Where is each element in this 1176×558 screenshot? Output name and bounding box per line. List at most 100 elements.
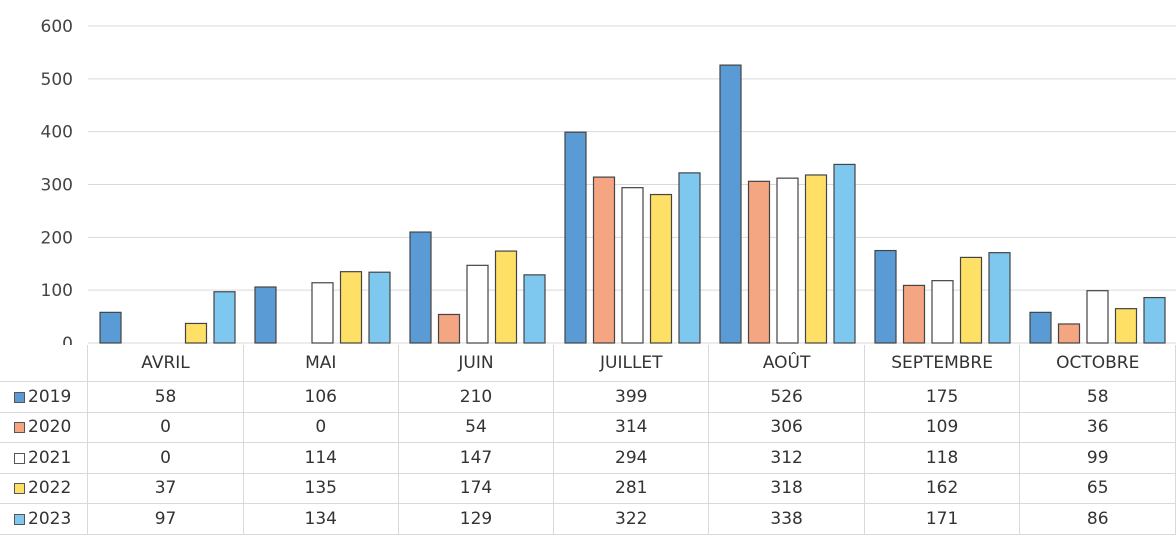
data-label: 58 <box>1019 381 1176 413</box>
data-label: 65 <box>1019 473 1176 504</box>
data-label: 147 <box>398 442 555 474</box>
y-tick-label: 500 <box>41 70 73 90</box>
data-label: 58 <box>87 381 244 413</box>
data-label: 99 <box>1019 442 1176 474</box>
bar-2019-juin <box>409 231 432 344</box>
table-row: 2021 0 114 147 294 312 118 99 <box>0 442 1176 474</box>
series-name: 2023 <box>28 508 72 529</box>
data-label: 174 <box>398 473 555 504</box>
legend-entry: 2020 <box>0 412 89 443</box>
bars <box>99 64 1166 344</box>
legend-entry: 2019 <box>0 381 89 413</box>
y-tick-label: 100 <box>41 281 73 301</box>
data-label: 134 <box>243 503 399 535</box>
y-tick-label: 600 <box>41 17 73 37</box>
data-label: 399 <box>553 381 710 413</box>
legend-entry: 2023 <box>0 503 89 535</box>
data-label: 314 <box>553 412 710 443</box>
data-label: 97 <box>87 503 244 535</box>
bar-2020-septembre <box>902 284 926 344</box>
data-table: AVRIL MAI JUIN JUILLET AOÛT SEPTEMBRE OCTOBRE 2… <box>0 345 1176 535</box>
category-label: JUIN <box>398 345 555 382</box>
data-label: 312 <box>708 442 865 474</box>
bar-2019-juillet <box>564 131 587 344</box>
y-tick-label: 400 <box>41 123 73 143</box>
bar-2019-septembre <box>874 249 897 344</box>
data-label: 294 <box>553 442 710 474</box>
legend-swatch <box>14 422 25 434</box>
bar-2022-avril <box>184 322 208 344</box>
table-header-row: AVRIL MAI JUIN JUILLET AOÛT SEPTEMBRE OCTOBRE <box>0 345 1176 382</box>
bar-2021-octobre <box>1086 290 1109 344</box>
table-row: 2020 0 0 54 314 306 109 36 <box>0 412 1176 443</box>
series-name: 2020 <box>28 417 72 438</box>
bar-2023-septembre <box>988 252 1011 344</box>
bar-2022-juin <box>494 250 518 344</box>
bar-2023-octobre <box>1143 296 1166 344</box>
data-label: 109 <box>864 412 1021 443</box>
series-name: 2019 <box>28 386 72 407</box>
bar-2022-juillet <box>649 193 673 344</box>
table-corner <box>0 345 89 382</box>
data-label: 318 <box>708 473 865 504</box>
bar-2023-mai <box>368 271 391 344</box>
table-row: 2019 58 106 210 399 526 175 58 <box>0 381 1176 413</box>
bar-2022-mai <box>339 271 363 344</box>
data-label: 322 <box>553 503 710 535</box>
bar-2020-octobre <box>1057 323 1081 344</box>
category-label: SEPTEMBRE <box>864 345 1021 382</box>
y-tick-label: 200 <box>41 228 73 248</box>
bar-2019-octobre <box>1029 311 1052 344</box>
data-label: 37 <box>87 473 244 504</box>
category-label: JUILLET <box>553 345 710 382</box>
data-label: 210 <box>398 381 555 413</box>
category-label: MAI <box>243 345 399 382</box>
data-label: 0 <box>87 442 244 474</box>
data-label: 526 <box>708 381 865 413</box>
bar-2021-mai <box>311 282 334 344</box>
legend-swatch <box>14 483 25 495</box>
bar-2020-août <box>747 180 771 344</box>
data-label: 0 <box>87 412 244 443</box>
table-row: 2022 37 135 174 281 318 162 65 <box>0 473 1176 504</box>
bar-2021-juillet <box>621 187 644 344</box>
bar-2023-août <box>833 163 856 344</box>
bar-2021-septembre <box>931 280 954 344</box>
legend-swatch <box>14 452 25 464</box>
series-name: 2021 <box>28 447 72 468</box>
data-label: 114 <box>243 442 399 474</box>
table-row: 2023 97 134 129 322 338 171 86 <box>0 503 1176 535</box>
bar-2021-août <box>776 177 799 344</box>
bar-2019-août <box>719 64 742 344</box>
data-label: 338 <box>708 503 865 535</box>
bar-2019-mai <box>254 286 277 344</box>
data-label: 54 <box>398 412 555 443</box>
data-label: 135 <box>243 473 399 504</box>
bar-2023-avril <box>213 291 236 344</box>
category-label: AOÛT <box>708 345 865 382</box>
category-label: AVRIL <box>87 345 244 382</box>
bar-2023-juin <box>523 274 546 344</box>
bar-2021-juin <box>466 264 489 344</box>
category-label: OCTOBRE <box>1019 345 1176 382</box>
data-label: 106 <box>243 381 399 413</box>
y-tick-label: 0 <box>62 334 73 345</box>
data-label: 171 <box>864 503 1021 535</box>
data-label: 118 <box>864 442 1021 474</box>
y-tick-label: 300 <box>41 176 73 196</box>
data-label: 306 <box>708 412 865 443</box>
data-label: 129 <box>398 503 555 535</box>
data-label: 175 <box>864 381 1021 413</box>
data-label: 0 <box>243 412 399 443</box>
bar-2023-juillet <box>678 172 701 344</box>
legend-swatch <box>14 391 25 403</box>
series-name: 2022 <box>28 478 72 499</box>
bar-2022-août <box>804 174 828 344</box>
data-label: 86 <box>1019 503 1176 535</box>
legend-entry: 2022 <box>0 473 89 504</box>
legend-swatch <box>14 513 25 525</box>
bar-2022-septembre <box>959 256 983 344</box>
y-axis-ticks: 0 100 200 300 400 500 600 <box>41 17 73 345</box>
data-label: 281 <box>553 473 710 504</box>
data-label: 162 <box>864 473 1021 504</box>
